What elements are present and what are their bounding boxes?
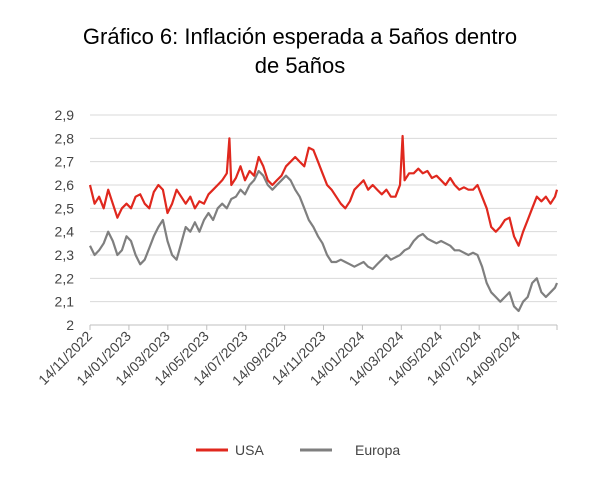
x-axis: 14/11/202214/01/202314/03/202314/05/2023… — [35, 324, 558, 389]
gridlines — [90, 114, 557, 303]
series-lines — [88, 134, 559, 313]
chart-title-line-1: Gráfico 6: Inflación esperada a 5años de… — [83, 24, 517, 49]
chart-title: Gráfico 6: Inflación esperada a 5años de… — [83, 24, 517, 78]
chart-title-line-2: de 5años — [255, 53, 346, 78]
legend-label-usa: USA — [235, 442, 264, 458]
legend-label-europa: Europa — [355, 442, 400, 458]
y-tick-label: 2,3 — [55, 247, 75, 263]
y-tick-label: 2,6 — [55, 177, 75, 193]
y-tick-label: 2,5 — [55, 200, 75, 216]
y-tick-label: 2,8 — [55, 130, 75, 146]
y-tick-label: 2 — [66, 317, 74, 333]
legend: USA Europa — [196, 442, 400, 458]
y-tick-label: 2,2 — [55, 270, 75, 286]
y-tick-label: 2,9 — [55, 107, 75, 123]
series-line-europa — [89, 169, 559, 313]
y-axis-ticks: 2 2,1 2,2 2,3 2,4 2,5 2,6 2,7 2,8 2,9 — [55, 107, 75, 333]
y-tick-label: 2,7 — [55, 154, 75, 170]
series-line-usa — [88, 134, 559, 247]
y-tick-label: 2,1 — [55, 294, 75, 310]
y-tick-label: 2,4 — [55, 224, 75, 240]
